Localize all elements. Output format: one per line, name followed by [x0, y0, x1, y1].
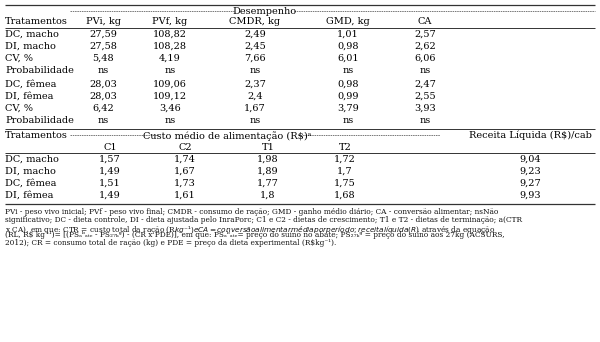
Text: ns: ns	[250, 66, 260, 75]
Text: CMDR, kg: CMDR, kg	[229, 17, 281, 26]
Text: ns: ns	[97, 66, 109, 75]
Text: T1: T1	[262, 143, 274, 152]
Text: Tratamentos: Tratamentos	[5, 131, 68, 140]
Text: 2,45: 2,45	[244, 42, 266, 51]
Text: 108,28: 108,28	[153, 42, 187, 51]
Text: Probabilidade: Probabilidade	[5, 116, 74, 125]
Text: 1,67: 1,67	[174, 167, 196, 176]
Text: 9,27: 9,27	[519, 179, 541, 188]
Text: 1,61: 1,61	[174, 191, 196, 200]
Text: ns: ns	[343, 116, 353, 125]
Text: 0,98: 0,98	[337, 80, 359, 89]
Text: DC, macho: DC, macho	[5, 155, 59, 164]
Text: ns: ns	[419, 66, 431, 75]
Text: CV, %: CV, %	[5, 54, 33, 63]
Text: 0,99: 0,99	[337, 92, 359, 101]
Text: 108,82: 108,82	[153, 30, 187, 39]
Text: 28,03: 28,03	[89, 92, 117, 101]
Text: 1,89: 1,89	[257, 167, 279, 176]
Text: DC, fêmea: DC, fêmea	[5, 80, 56, 89]
Text: 2,47: 2,47	[414, 80, 436, 89]
Text: 1,8: 1,8	[260, 191, 276, 200]
Text: 109,06: 109,06	[153, 80, 187, 89]
Text: x CA), em que: CTR = custo total da ração (R$kg⁻¹) e CA = conversão alimentar mé: x CA), em que: CTR = custo total da raçã…	[5, 224, 496, 236]
Text: PVi, kg: PVi, kg	[86, 17, 121, 26]
Text: 6,01: 6,01	[337, 54, 359, 63]
Text: 5,48: 5,48	[92, 54, 114, 63]
Text: Receita Líquida (R$)/cab: Receita Líquida (R$)/cab	[469, 131, 592, 141]
Text: C1: C1	[103, 143, 117, 152]
Text: PVf, kg: PVf, kg	[152, 17, 188, 26]
Text: DI, macho: DI, macho	[5, 42, 56, 51]
Text: 6,06: 6,06	[414, 54, 436, 63]
Text: 2,4: 2,4	[247, 92, 263, 101]
Text: ns: ns	[343, 66, 353, 75]
Text: 1,57: 1,57	[99, 155, 121, 164]
Text: ns: ns	[97, 116, 109, 125]
Text: ns: ns	[250, 116, 260, 125]
Text: 2,37: 2,37	[244, 80, 266, 89]
Text: 7,66: 7,66	[244, 54, 266, 63]
Text: 1,72: 1,72	[334, 155, 356, 164]
Text: Custo médio de alimentação (R$)ᵃ: Custo médio de alimentação (R$)ᵃ	[143, 131, 311, 141]
Text: DC, fêmea: DC, fêmea	[5, 179, 56, 188]
Text: 1,49: 1,49	[99, 191, 121, 200]
Text: 27,59: 27,59	[89, 30, 117, 39]
Text: 2,55: 2,55	[414, 92, 436, 101]
Text: 9,04: 9,04	[519, 155, 541, 164]
Text: 109,12: 109,12	[153, 92, 187, 101]
Text: Probabilidade: Probabilidade	[5, 66, 74, 75]
Text: C2: C2	[178, 143, 192, 152]
Text: 1,49: 1,49	[99, 167, 121, 176]
Text: 2,62: 2,62	[414, 42, 436, 51]
Text: CA: CA	[418, 17, 432, 26]
Text: 2012); CR = consumo total de ração (kg) e PDE = preço da dieta experimental (R$k: 2012); CR = consumo total de ração (kg) …	[5, 239, 337, 247]
Text: 1,77: 1,77	[257, 179, 279, 188]
Text: 3,79: 3,79	[337, 104, 359, 113]
Text: 9,23: 9,23	[519, 167, 541, 176]
Text: 1,98: 1,98	[257, 155, 279, 164]
Text: T2: T2	[338, 143, 352, 152]
Text: 4,19: 4,19	[159, 54, 181, 63]
Text: 1,01: 1,01	[337, 30, 359, 39]
Text: (RL, R$ kg⁻¹)= [(PSₐᵇₐₜₑ - PS₂₇ₖᵍ) - (CR x PDE)], em que: PSₐᵇₐₜₑ= preço do suín: (RL, R$ kg⁻¹)= [(PSₐᵇₐₜₑ - PS₂₇ₖᵍ) - (CR…	[5, 232, 505, 239]
Text: PVi - peso vivo inicial; PVf - peso vivo final; CMDR - consumo de ração; GMD - g: PVi - peso vivo inicial; PVf - peso vivo…	[5, 208, 499, 216]
Text: 0,98: 0,98	[337, 42, 359, 51]
Text: 2,57: 2,57	[414, 30, 436, 39]
Text: DI, fêmea: DI, fêmea	[5, 191, 53, 200]
Text: DC, macho: DC, macho	[5, 30, 59, 39]
Text: ns: ns	[164, 116, 176, 125]
Text: 27,58: 27,58	[89, 42, 117, 51]
Text: 3,93: 3,93	[414, 104, 436, 113]
Text: 1,74: 1,74	[174, 155, 196, 164]
Text: 1,67: 1,67	[244, 104, 266, 113]
Text: 3,46: 3,46	[159, 104, 181, 113]
Text: 6,42: 6,42	[92, 104, 114, 113]
Text: 9,93: 9,93	[519, 191, 541, 200]
Text: 1,75: 1,75	[334, 179, 356, 188]
Text: Tratamentos: Tratamentos	[5, 17, 68, 26]
Text: Desempenho: Desempenho	[232, 7, 296, 16]
Text: 1,51: 1,51	[99, 179, 121, 188]
Text: ns: ns	[419, 116, 431, 125]
Text: significativo; DC - dieta controle, DI - dieta ajustada pelo InraPorc; C1 e C2 -: significativo; DC - dieta controle, DI -…	[5, 216, 522, 224]
Text: 28,03: 28,03	[89, 80, 117, 89]
Text: 1,68: 1,68	[334, 191, 356, 200]
Text: 1,73: 1,73	[174, 179, 196, 188]
Text: 1,7: 1,7	[337, 167, 353, 176]
Text: ns: ns	[164, 66, 176, 75]
Text: GMD, kg: GMD, kg	[326, 17, 370, 26]
Text: DI, fêmea: DI, fêmea	[5, 92, 53, 101]
Text: CV, %: CV, %	[5, 104, 33, 113]
Text: 2,49: 2,49	[244, 30, 266, 39]
Text: DI, macho: DI, macho	[5, 167, 56, 176]
